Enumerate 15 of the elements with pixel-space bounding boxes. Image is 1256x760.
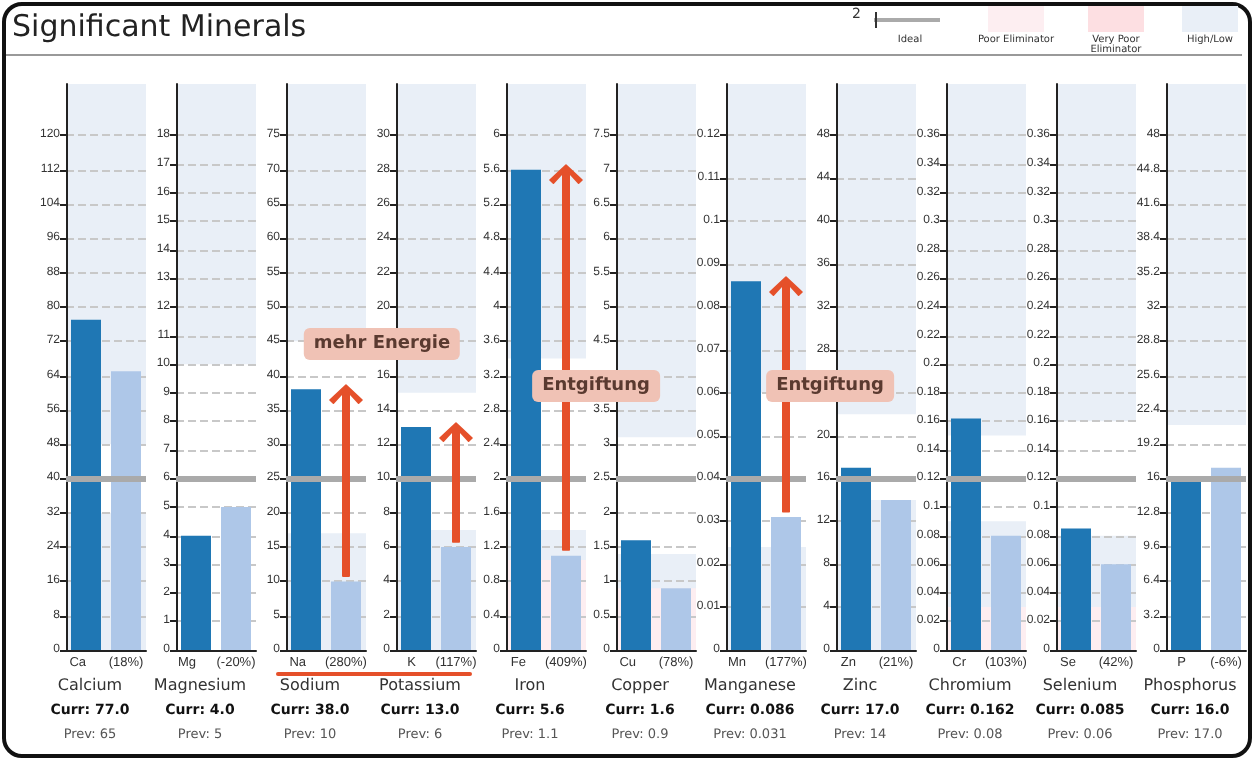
x-axis-title: Sodium [279, 676, 341, 694]
annotation: Entgiftung [532, 370, 660, 402]
x-axis-title: Potassium [379, 676, 461, 694]
x-axis-title: Manganese [704, 676, 796, 694]
x-axis-title: Iron [514, 676, 546, 694]
x-axis-title: Zinc [842, 676, 878, 694]
annotation: Entgiftung [766, 370, 894, 402]
annotation: mehr Energie [303, 328, 461, 360]
text: Significant Minerals [12, 8, 307, 44]
x-axis-title: Selenium [1042, 676, 1118, 694]
x-axis-title: Phosphorus [1143, 676, 1237, 694]
x-axis-title: Chromium [928, 676, 1012, 694]
x-axis-title: Copper [611, 676, 669, 694]
x-axis-title: Magnesium [153, 676, 247, 694]
x-axis-title: Calcium [57, 676, 123, 694]
